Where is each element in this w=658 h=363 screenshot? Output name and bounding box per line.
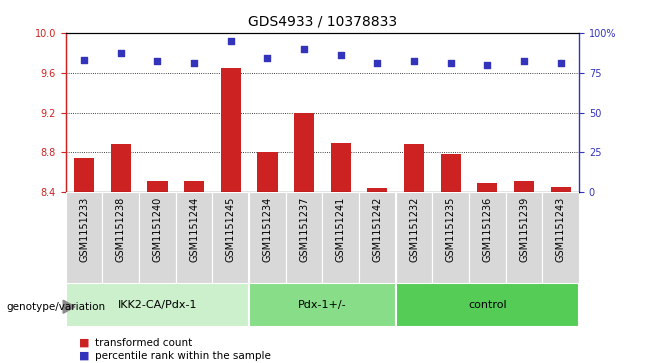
Point — [226, 38, 236, 44]
Bar — [176, 192, 213, 283]
Text: IKK2-CA/Pdx-1: IKK2-CA/Pdx-1 — [118, 300, 197, 310]
Bar — [66, 192, 103, 283]
Text: GSM1151245: GSM1151245 — [226, 197, 236, 262]
Bar — [395, 192, 432, 283]
Point — [372, 60, 383, 66]
Text: GSM1151241: GSM1151241 — [336, 197, 345, 262]
Text: GSM1151236: GSM1151236 — [482, 197, 492, 262]
Point — [116, 50, 126, 56]
Bar — [441, 154, 461, 192]
Bar — [249, 283, 395, 327]
Bar — [257, 152, 278, 192]
Point — [299, 46, 309, 52]
Text: Pdx-1+/-: Pdx-1+/- — [298, 300, 347, 310]
Text: GSM1151232: GSM1151232 — [409, 197, 419, 262]
Text: GSM1151235: GSM1151235 — [445, 197, 456, 262]
Text: GDS4933 / 10378833: GDS4933 / 10378833 — [248, 15, 397, 29]
Bar — [220, 68, 241, 192]
Text: GSM1151243: GSM1151243 — [556, 197, 566, 262]
Bar — [395, 283, 579, 327]
Bar — [359, 192, 395, 283]
Bar — [331, 143, 351, 192]
Text: GSM1151239: GSM1151239 — [519, 197, 529, 262]
Point — [79, 57, 89, 63]
Text: control: control — [468, 300, 507, 310]
Polygon shape — [63, 300, 75, 313]
Bar — [432, 192, 469, 283]
Text: GSM1151240: GSM1151240 — [153, 197, 163, 262]
Bar — [404, 144, 424, 192]
Point — [262, 55, 272, 61]
Bar — [103, 192, 139, 283]
Text: ■: ■ — [79, 338, 89, 348]
Text: GSM1151244: GSM1151244 — [189, 197, 199, 262]
Bar — [249, 192, 286, 283]
Point — [336, 52, 346, 58]
Bar — [551, 187, 570, 192]
Text: percentile rank within the sample: percentile rank within the sample — [95, 351, 271, 361]
Text: GSM1151238: GSM1151238 — [116, 197, 126, 262]
Text: GSM1151234: GSM1151234 — [263, 197, 272, 262]
Bar — [74, 158, 94, 192]
Text: GSM1151237: GSM1151237 — [299, 197, 309, 262]
Bar — [139, 192, 176, 283]
Text: ■: ■ — [79, 351, 89, 361]
Bar — [542, 192, 579, 283]
Bar — [322, 192, 359, 283]
Bar — [469, 192, 506, 283]
Text: GSM1151233: GSM1151233 — [79, 197, 89, 262]
Text: transformed count: transformed count — [95, 338, 193, 348]
Bar — [184, 182, 204, 192]
Bar — [66, 283, 249, 327]
Bar — [213, 192, 249, 283]
Point — [445, 60, 456, 66]
Point — [152, 58, 163, 64]
Bar — [477, 183, 497, 192]
Bar — [294, 113, 314, 192]
Bar — [147, 182, 168, 192]
Text: genotype/variation: genotype/variation — [7, 302, 106, 312]
Point — [189, 60, 199, 66]
Text: GSM1151242: GSM1151242 — [372, 197, 382, 262]
Bar — [367, 188, 388, 192]
Point — [482, 62, 493, 68]
Bar — [286, 192, 322, 283]
Point — [519, 58, 529, 64]
Bar — [506, 192, 542, 283]
Bar — [514, 182, 534, 192]
Point — [555, 60, 566, 66]
Point — [409, 58, 419, 64]
Bar — [111, 144, 131, 192]
